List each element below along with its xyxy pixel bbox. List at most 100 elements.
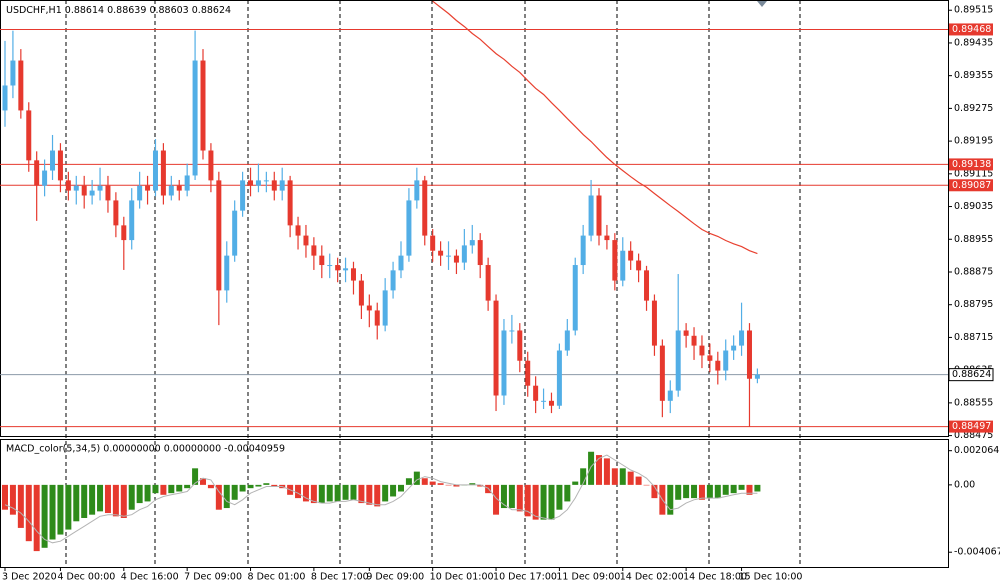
x-tick-label: 3 Dec 2020 — [2, 572, 57, 583]
histogram-bar — [596, 455, 602, 485]
histogram-bar — [524, 484, 531, 517]
x-tick-label: 15 Dec 10:00 — [739, 572, 803, 583]
histogram-bar — [683, 484, 690, 499]
y-tick-label: 0.0020646 — [954, 445, 1000, 456]
candle-body — [501, 330, 507, 396]
histogram-bar — [382, 484, 389, 502]
histogram-bar — [358, 484, 365, 504]
histogram-bar — [738, 484, 745, 490]
symbol: USDCHF,H1 — [6, 5, 62, 16]
x-tick-label: 4 Dec 00:00 — [57, 572, 115, 583]
histogram-bar — [469, 483, 476, 485]
level-label-box — [949, 158, 993, 171]
candle-body — [295, 225, 301, 236]
bid-label: 0.88624 — [952, 369, 991, 380]
histogram-bar — [532, 484, 539, 520]
histogram-bar — [580, 468, 587, 485]
histogram-bar — [65, 484, 72, 530]
candle-body — [739, 330, 745, 346]
histogram-bar — [516, 484, 523, 512]
candle-body — [707, 355, 713, 361]
candle-body — [200, 60, 206, 151]
candle-body — [81, 185, 87, 196]
candle-body — [422, 180, 428, 236]
y-tick-label: 0.89195 — [954, 136, 993, 147]
histogram-bar — [9, 484, 16, 515]
candle-body — [121, 225, 127, 241]
candle-body — [358, 280, 364, 306]
histogram-bar — [706, 484, 713, 499]
candle-body — [731, 345, 737, 351]
candle-body — [129, 200, 135, 241]
y-tick-label: 0.88715 — [954, 332, 993, 343]
candle-body — [612, 240, 618, 281]
candle-body — [89, 190, 95, 196]
histogram-bar — [73, 484, 80, 522]
histogram-bar — [398, 484, 404, 492]
histogram-bar — [136, 484, 143, 504]
histogram-bar — [271, 484, 278, 487]
candle-body — [2, 85, 8, 111]
candle-body — [137, 185, 143, 201]
candle-body — [57, 150, 63, 181]
macd-title: MACD_color(5,34,5) 0.00000000 0.00000000… — [6, 444, 285, 455]
level-label-box — [949, 179, 993, 192]
histogram-bar — [477, 484, 484, 487]
high: 0.88639 — [107, 5, 146, 16]
candle-body — [271, 180, 277, 191]
candle-body — [469, 240, 475, 246]
histogram-bar — [619, 468, 626, 485]
histogram-bar — [493, 484, 500, 515]
close: 0.88624 — [192, 5, 231, 16]
histogram-bar — [548, 484, 555, 520]
histogram-bar — [746, 484, 753, 495]
histogram-bar — [310, 484, 317, 504]
candle-body — [390, 270, 396, 291]
candle-body — [113, 200, 119, 226]
histogram-bar — [421, 478, 428, 485]
open: 0.88614 — [65, 5, 104, 16]
candle-body — [10, 60, 16, 86]
y-tick-label: 0.88795 — [954, 299, 993, 310]
histogram-bar — [429, 481, 436, 485]
candle-body — [208, 150, 214, 181]
histogram-bar — [160, 484, 167, 495]
histogram-bar — [508, 484, 515, 509]
histogram-bar — [49, 484, 56, 540]
macd-frame — [0, 439, 949, 568]
candle-body — [564, 330, 570, 351]
x-tick-label: 7 Dec 09:00 — [184, 572, 242, 583]
candle-body — [556, 350, 562, 406]
histogram-bar — [41, 484, 48, 548]
histogram-bar — [334, 484, 341, 502]
histogram-bar — [691, 484, 698, 499]
histogram-bar — [247, 484, 254, 489]
histogram-bar — [627, 471, 634, 485]
candle-body — [541, 400, 547, 402]
candle-body — [675, 330, 681, 391]
level-label-box — [949, 23, 993, 36]
histogram-bar — [152, 484, 159, 494]
x-tick-label: 9 Dec 09:00 — [366, 572, 424, 583]
histogram-bar — [698, 484, 705, 500]
histogram-bar — [104, 484, 111, 514]
histogram-bar — [231, 484, 238, 500]
y-tick-label: 0.89355 — [954, 70, 993, 81]
histogram-bar — [302, 484, 309, 502]
y-tick-label: 0.88475 — [954, 430, 993, 441]
candle-body — [105, 185, 111, 201]
histogram-bar — [342, 484, 349, 500]
candle-body — [493, 300, 499, 396]
candle-body — [42, 170, 48, 186]
candle-body — [596, 195, 602, 236]
histogram-bar — [572, 481, 579, 485]
candle-body — [73, 185, 79, 191]
candle-body — [303, 235, 309, 246]
histogram-bar — [374, 484, 381, 507]
candle-body — [97, 185, 103, 191]
chart-header: USDCHF,H1 0.88614 0.88639 0.88603 0.8862… — [6, 5, 231, 16]
histogram-bar — [184, 484, 191, 489]
y-tick-label: 0.89035 — [954, 201, 993, 212]
